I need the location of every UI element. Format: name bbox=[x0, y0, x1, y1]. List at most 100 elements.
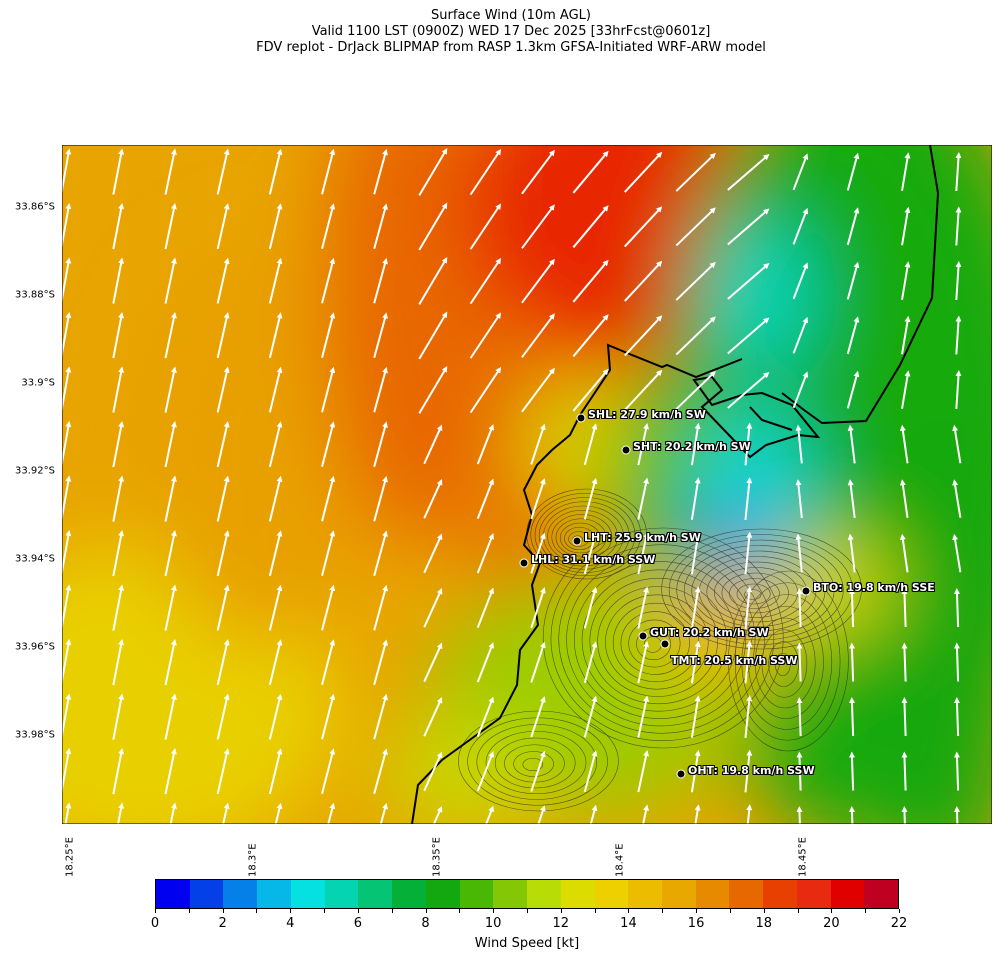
colorbar-swatch bbox=[459, 880, 494, 908]
wind-arrow bbox=[164, 530, 177, 577]
wind-arrow bbox=[476, 424, 494, 465]
station-marker-shl[interactable] bbox=[576, 413, 586, 423]
wind-arrow bbox=[690, 586, 701, 629]
terrain-contour bbox=[559, 522, 601, 554]
colorbar-tick-mark bbox=[357, 909, 359, 913]
wind-arrow bbox=[637, 641, 649, 684]
station-marker-tmt[interactable] bbox=[660, 639, 670, 649]
terrain-contour bbox=[736, 583, 771, 605]
wind-arrow bbox=[792, 262, 809, 300]
wind-arrow bbox=[642, 804, 649, 824]
wind-arrow bbox=[530, 641, 546, 683]
wind-arrow bbox=[268, 639, 283, 686]
colorbar-tick-mark bbox=[662, 909, 664, 913]
station-marker-gut[interactable] bbox=[638, 631, 648, 641]
wind-arrow bbox=[796, 642, 803, 682]
wind-arrow bbox=[418, 366, 448, 414]
colorbar-swatch bbox=[425, 880, 460, 908]
wind-arrow bbox=[795, 479, 803, 519]
wind-arrow bbox=[418, 311, 448, 360]
station-label-shl: SHL: 27.9 km/h SW bbox=[588, 408, 706, 421]
colorbar-swatch bbox=[695, 880, 730, 908]
wind-arrow bbox=[901, 751, 908, 791]
colorbar-tick-label: 20 bbox=[823, 916, 840, 931]
wind-arrow bbox=[216, 312, 230, 359]
wind-arrow bbox=[537, 805, 546, 824]
wind-arrow bbox=[521, 149, 555, 195]
station-marker-lht[interactable] bbox=[572, 536, 582, 546]
wind-map[interactable] bbox=[62, 145, 992, 824]
wind-arrow bbox=[727, 154, 770, 191]
wind-arrow bbox=[583, 586, 598, 629]
colorbar-swatch bbox=[763, 880, 797, 908]
wind-arrow bbox=[901, 697, 908, 737]
wind-arrow bbox=[164, 693, 177, 740]
wind-arrow bbox=[216, 203, 230, 250]
colorbar-swatch bbox=[358, 880, 393, 908]
colorbar-swatch bbox=[864, 880, 899, 908]
wind-arrow bbox=[112, 475, 125, 522]
wind-arrow bbox=[321, 257, 336, 304]
colorbar-tick-mark bbox=[865, 909, 867, 913]
wind-arrow bbox=[216, 148, 230, 195]
wind-arrow bbox=[268, 421, 283, 468]
terrain-contour bbox=[728, 570, 849, 752]
wind-arrow bbox=[112, 420, 125, 468]
wind-arrow bbox=[423, 533, 443, 574]
wind-arrow bbox=[846, 370, 860, 409]
terrain-contour bbox=[734, 582, 841, 741]
terrain-contour bbox=[761, 629, 808, 698]
wind-arrow bbox=[423, 642, 443, 683]
wind-arrow bbox=[675, 261, 716, 301]
terrain-contour bbox=[744, 589, 762, 600]
station-marker-bto[interactable] bbox=[801, 586, 811, 596]
wind-arrow bbox=[216, 584, 230, 631]
wind-arrow bbox=[379, 802, 388, 824]
colorbar-tick-label: 10 bbox=[484, 916, 502, 931]
wind-arrow bbox=[690, 749, 701, 793]
colorbar-tick-label: 6 bbox=[353, 916, 363, 931]
station-label-oht: OHT: 19.8 km/h SSW bbox=[688, 764, 815, 777]
wind-arrow bbox=[846, 207, 860, 246]
wind-arrow bbox=[469, 148, 502, 196]
wind-arrow bbox=[373, 639, 388, 685]
wind-arrow bbox=[432, 806, 443, 824]
wind-arrow bbox=[901, 152, 911, 191]
terrain-contour bbox=[581, 569, 737, 712]
wind-arrow bbox=[530, 750, 546, 792]
wind-arrow bbox=[423, 479, 443, 519]
wind-arrow bbox=[690, 640, 701, 684]
wind-arrow bbox=[530, 696, 546, 738]
wind-arrow bbox=[795, 533, 803, 573]
wind-arrow bbox=[955, 370, 962, 410]
station-marker-lhl[interactable] bbox=[519, 558, 529, 568]
colorbar-tick-mark bbox=[256, 909, 258, 913]
colorbar-tick-mark bbox=[391, 909, 393, 913]
terrain-contour bbox=[530, 492, 642, 577]
wind-arrow bbox=[744, 586, 753, 629]
colorbar-tick-label: 18 bbox=[755, 916, 772, 931]
colorbar-tick-mark bbox=[797, 909, 799, 913]
title-line-2: Valid 1100 LST (0900Z) WED 17 Dec 2025 [… bbox=[311, 24, 711, 39]
terrain-contour bbox=[573, 561, 747, 719]
colorbar-swatch bbox=[796, 880, 831, 908]
colorbar-tick-mark bbox=[222, 909, 224, 913]
wind-arrow bbox=[690, 477, 701, 520]
wind-arrow bbox=[848, 751, 855, 791]
wind-arrow bbox=[795, 424, 803, 464]
wind-arrow bbox=[796, 697, 803, 737]
wind-arrow bbox=[953, 642, 960, 682]
wind-arrow bbox=[583, 532, 598, 575]
wind-arrow bbox=[321, 530, 336, 577]
station-label-lht: LHT: 25.9 km/h SW bbox=[584, 531, 701, 544]
colorbar-tick-label: 2 bbox=[218, 916, 227, 931]
station-marker-oht[interactable] bbox=[676, 769, 686, 779]
lat-tick-label: 33.94°S bbox=[15, 553, 55, 565]
wind-arrow bbox=[589, 804, 598, 824]
station-marker-sht[interactable] bbox=[621, 445, 631, 455]
colorbar-tick-mark bbox=[527, 909, 528, 913]
wind-arrows bbox=[62, 148, 962, 824]
wind-arrow bbox=[952, 424, 962, 464]
wind-arrow bbox=[112, 693, 125, 740]
lon-tick-label: 18.35°E bbox=[431, 837, 443, 877]
